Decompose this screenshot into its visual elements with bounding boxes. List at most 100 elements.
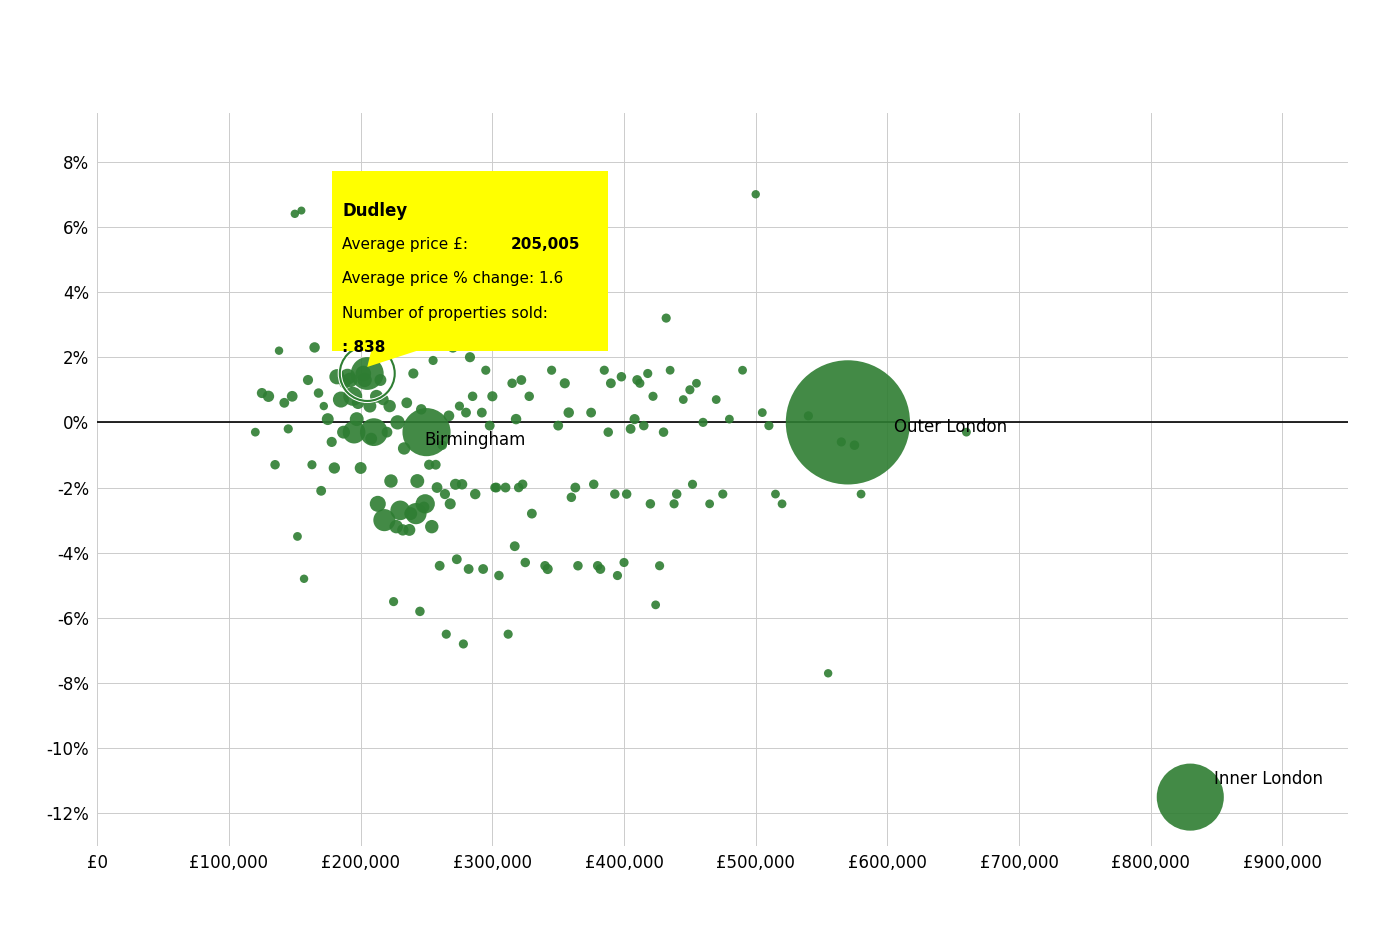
Point (375, 425, 398, 440)
Point (705, 392, 727, 407)
Point (366, 389, 388, 404)
Point (353, 372, 375, 387)
Point (685, 376, 708, 391)
Point (575, 323, 598, 338)
Point (649, 558, 671, 573)
Point (492, 334, 514, 349)
Point (844, 438, 866, 453)
Point (745, 187, 767, 202)
Point (498, 627, 520, 642)
Point (500, 376, 523, 391)
Point (459, 350, 481, 365)
Point (317, 412, 339, 427)
Point (303, 340, 325, 355)
Point (798, 408, 820, 423)
Point (731, 363, 753, 378)
Point (329, 392, 352, 407)
Point (445, 477, 467, 492)
Point (541, 363, 563, 378)
Point (580, 405, 602, 420)
Point (587, 558, 609, 573)
Point (406, 474, 428, 489)
Point (505, 412, 527, 427)
Point (325, 369, 348, 384)
Point (442, 340, 464, 355)
Point (1179, 790, 1201, 805)
Point (382, 594, 404, 609)
Point (423, 352, 445, 368)
Point (349, 187, 371, 202)
Point (370, 372, 392, 387)
Point (373, 392, 395, 407)
Point (642, 389, 664, 404)
Point (379, 474, 402, 489)
Point (673, 392, 695, 407)
Point (402, 366, 424, 381)
Point (342, 389, 364, 404)
Point (450, 477, 473, 492)
Point (464, 487, 486, 502)
Point (548, 418, 570, 433)
Point (404, 506, 427, 521)
Point (363, 425, 385, 440)
Point (955, 425, 977, 440)
Point (481, 389, 503, 404)
Point (495, 480, 517, 495)
Point (321, 434, 343, 449)
Point (594, 363, 616, 378)
Point (435, 627, 457, 642)
Point (264, 457, 286, 472)
Point (409, 603, 431, 619)
Point (610, 369, 632, 384)
Point (452, 636, 474, 651)
Point (343, 425, 366, 440)
Point (396, 396, 418, 411)
Point (310, 483, 332, 498)
Point (385, 519, 407, 534)
Point (474, 363, 496, 378)
Point (510, 372, 532, 387)
Point (424, 457, 446, 472)
Point (626, 372, 648, 387)
Point (589, 561, 612, 576)
Point (434, 487, 456, 502)
Point (603, 487, 626, 502)
Point (837, 415, 859, 430)
Text: 205,005: 205,005 (510, 237, 580, 252)
Point (334, 376, 356, 391)
Point (637, 366, 659, 381)
Point (360, 431, 382, 446)
Point (378, 399, 400, 414)
Point (281, 389, 303, 404)
Point (431, 438, 453, 453)
Point (616, 487, 638, 502)
FancyBboxPatch shape (332, 171, 609, 351)
Point (389, 503, 411, 518)
Point (758, 418, 780, 433)
Point (356, 366, 378, 381)
Point (418, 457, 441, 472)
Point (348, 396, 370, 411)
Point (692, 415, 714, 430)
Point (461, 389, 484, 404)
Point (620, 421, 642, 436)
Point (699, 496, 721, 511)
Point (399, 506, 421, 521)
Point (356, 366, 378, 381)
Point (553, 376, 575, 391)
Point (771, 496, 794, 511)
Point (468, 236, 491, 251)
Point (582, 477, 605, 492)
Point (527, 301, 549, 316)
Point (359, 399, 381, 414)
Point (507, 480, 530, 495)
Point (567, 558, 589, 573)
Text: Number of properties sold:: Number of properties sold: (342, 306, 548, 321)
Point (659, 363, 681, 378)
Point (284, 206, 306, 221)
Point (297, 372, 320, 387)
Text: Dudley: Dudley (342, 202, 407, 221)
Point (392, 523, 414, 538)
Point (632, 418, 655, 433)
Point (751, 405, 773, 420)
